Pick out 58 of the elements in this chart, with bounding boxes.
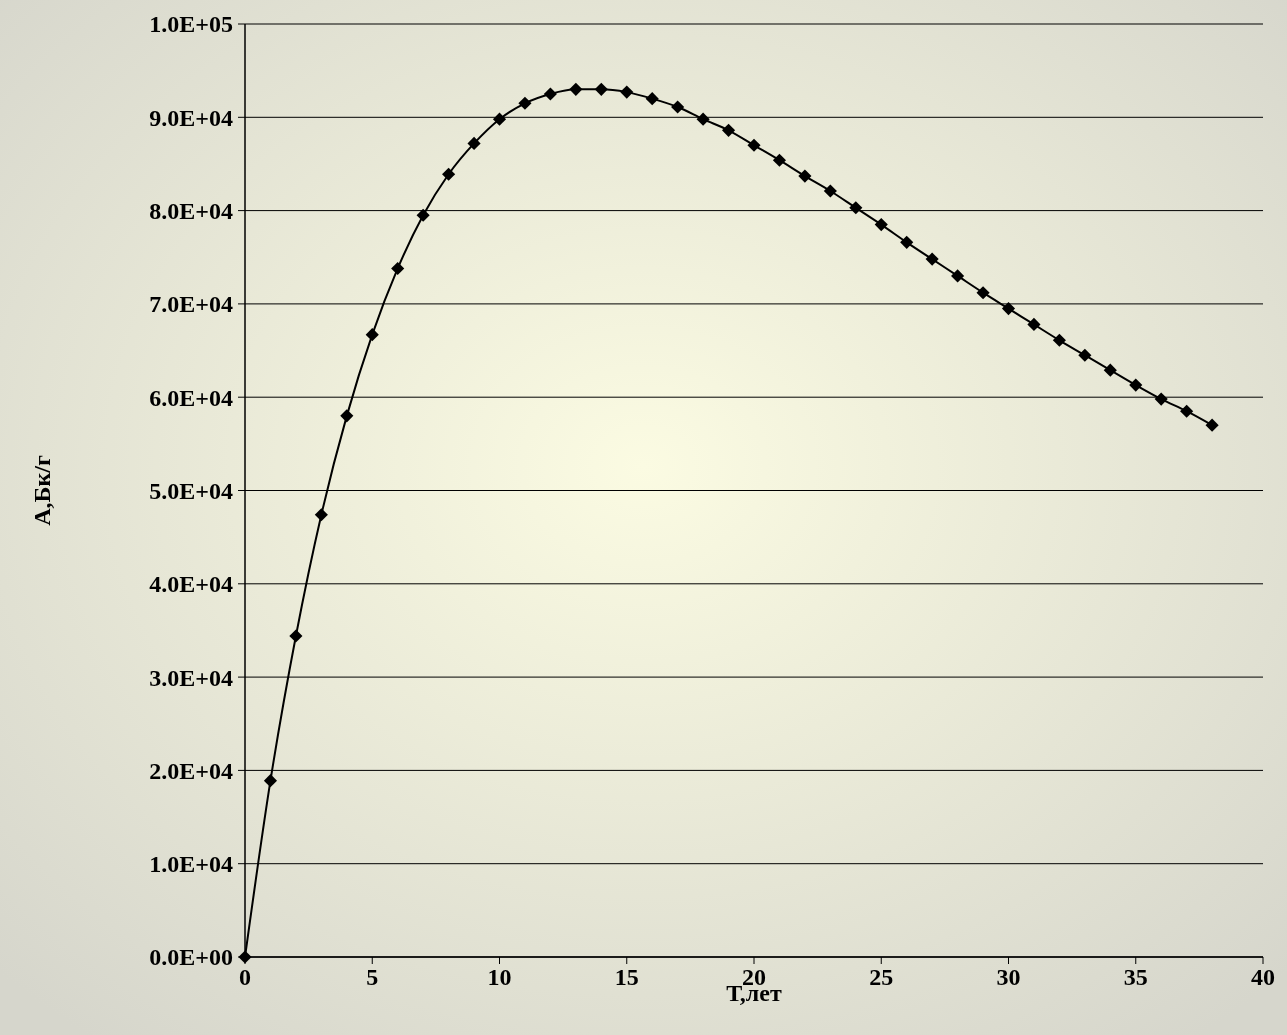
point: [1180, 404, 1194, 418]
point: [1129, 378, 1143, 392]
point: [951, 269, 965, 283]
y-tick-label: 9.0E+04: [149, 104, 233, 131]
x-tick-label: 30: [996, 964, 1021, 990]
x-tick-label: 10: [487, 964, 512, 990]
point: [798, 169, 812, 183]
point: [823, 184, 837, 198]
point: [747, 138, 761, 152]
y-axis-title: А,Бк/г: [29, 455, 55, 526]
point: [340, 409, 354, 423]
point: [569, 82, 583, 96]
y-tick-label: 1.0E+05: [149, 11, 233, 38]
point: [1078, 348, 1092, 362]
y-tick-label: 4.0E+04: [149, 571, 233, 598]
y-tick-label: 0.0E+00: [149, 944, 233, 971]
point: [391, 261, 405, 276]
point: [492, 112, 507, 126]
point: [874, 218, 888, 232]
point: [1052, 333, 1066, 347]
point: [696, 112, 710, 126]
point: [772, 153, 787, 167]
y-tick-label: 6.0E+04: [149, 384, 233, 411]
x-tick-label: 40: [1251, 964, 1275, 990]
x-tick-label: 15: [614, 964, 639, 990]
point: [416, 208, 430, 222]
point: [900, 235, 914, 249]
point: [721, 123, 736, 137]
x-tick-label: 25: [869, 964, 894, 990]
y-tick-label: 5.0E+04: [149, 477, 233, 504]
point: [263, 774, 278, 788]
point: [594, 82, 608, 96]
point: [1103, 363, 1117, 377]
point: [671, 100, 685, 114]
point: [467, 136, 481, 150]
x-tick-label: 35: [1123, 964, 1148, 990]
point: [518, 96, 532, 110]
point: [1027, 317, 1041, 331]
point: [1154, 392, 1168, 406]
x-tick-label: 0: [239, 964, 251, 990]
y-tick-label: 1.0E+04: [149, 851, 233, 878]
point: [1001, 302, 1016, 316]
y-tick-label: 3.0E+04: [149, 664, 233, 691]
point: [314, 508, 328, 522]
y-tick-label: 8.0E+04: [149, 198, 233, 224]
point: [645, 92, 659, 106]
point: [289, 629, 303, 643]
y-tick-label: 2.0E+04: [149, 757, 233, 784]
point: [976, 286, 990, 300]
point: [925, 252, 939, 266]
point: [365, 328, 379, 342]
point: [849, 201, 863, 215]
point: [1205, 418, 1219, 432]
point: [620, 85, 634, 99]
y-tick-label: 7.0E+04: [149, 291, 233, 318]
point: [442, 167, 456, 181]
point: [543, 87, 557, 101]
x-tick-label: 5: [366, 964, 379, 990]
